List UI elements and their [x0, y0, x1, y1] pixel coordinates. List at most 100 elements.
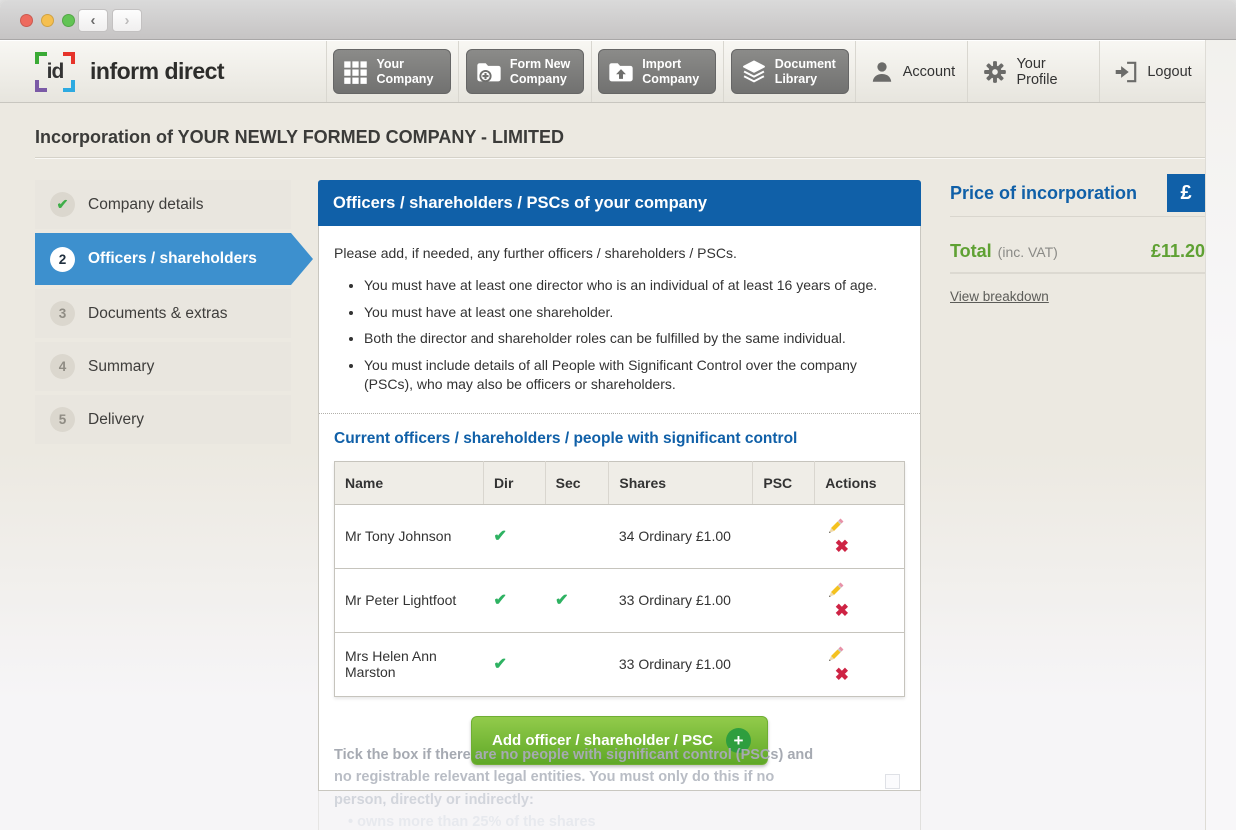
browser-nav-buttons: ‹ ›	[78, 9, 142, 32]
pencil-icon[interactable]	[825, 516, 846, 537]
requirement-item: You must include details of all People w…	[364, 356, 905, 395]
col-name: Name	[334, 461, 484, 505]
nav-button-label: Import Company	[642, 57, 700, 86]
plus-icon: +	[725, 727, 751, 753]
delete-x-icon[interactable]: ✖	[834, 600, 849, 620]
step-label: Summary	[88, 357, 155, 375]
dir-check: ✔	[483, 504, 546, 569]
your-profile-button[interactable]: Your Profile	[968, 41, 1100, 102]
nav-cell-your-company: Your Company	[327, 41, 460, 102]
step-delivery[interactable]: 5 Delivery	[35, 395, 291, 444]
delete-x-icon[interactable]: ✖	[834, 536, 849, 556]
account-button[interactable]: Account	[856, 41, 969, 102]
total-label: Total	[950, 241, 992, 261]
col-sec: Sec	[545, 461, 610, 505]
step-company-details[interactable]: ✔ Company details	[35, 180, 291, 229]
total-vat-note: (inc. VAT)	[997, 244, 1058, 260]
current-officers-heading: Current officers / shareholders / people…	[334, 429, 798, 447]
title-divider	[35, 157, 1205, 158]
logo-corner-green	[35, 51, 47, 64]
pencil-icon[interactable]	[825, 580, 846, 601]
logout-icon	[1113, 59, 1139, 85]
psc-check	[752, 632, 815, 697]
back-button[interactable]: ‹	[78, 9, 108, 32]
step-summary[interactable]: 4 Summary	[35, 342, 291, 391]
psc-check	[752, 568, 815, 633]
nav-cell-import-company: Import Company	[592, 41, 724, 102]
step-number: 5	[50, 407, 75, 432]
row-actions: ✖	[814, 504, 905, 569]
nav-cell-form-new-company: Form New Company	[459, 41, 592, 102]
total-value: £11.20	[1150, 241, 1205, 261]
close-window-button[interactable]	[20, 14, 33, 27]
your-company-button[interactable]: Your Company	[333, 49, 452, 94]
account-label: Account	[902, 63, 956, 80]
minimize-window-button[interactable]	[41, 14, 54, 27]
step-number: 3	[50, 301, 75, 326]
window-controls	[20, 14, 75, 27]
brand-logo[interactable]: id inform direct	[0, 41, 327, 102]
row-actions: ✖	[814, 632, 905, 697]
row-actions: ✖	[814, 568, 905, 633]
step-label: Officers / shareholders	[88, 250, 257, 267]
col-shares: Shares	[608, 461, 754, 505]
officers-table: Name Dir Sec Shares PSC Actions Mr Tony …	[334, 460, 905, 697]
step-documents-extras[interactable]: 3 Documents & extras	[35, 289, 291, 338]
dir-check: ✔	[483, 632, 546, 697]
panel-title: Officers / shareholders / PSCs of your c…	[318, 180, 921, 226]
psc-declaration-line: no registrable relevant legal entities. …	[334, 769, 775, 786]
requirement-item: Both the director and shareholder roles …	[364, 329, 905, 349]
step-officers-shareholders[interactable]: 2 Officers / shareholders	[35, 233, 313, 285]
psc-declaration-bullet: • owns more than 25% of the shares	[348, 814, 596, 830]
shares-value: 33 Ordinary £1.00	[608, 568, 753, 633]
nav-button-label: Document Library	[774, 57, 836, 86]
dotted-divider	[319, 412, 920, 414]
price-divider	[950, 216, 1205, 217]
psc-check	[752, 504, 815, 569]
shares-value: 34 Ordinary £1.00	[608, 504, 753, 569]
logout-label: Logout	[1147, 63, 1192, 80]
your-profile-label: Your Profile	[1016, 55, 1058, 88]
no-psc-checkbox[interactable]	[885, 774, 900, 789]
dir-check: ✔	[483, 568, 546, 633]
view-breakdown-link[interactable]: View breakdown	[950, 289, 1049, 304]
brand-name: inform direct	[90, 58, 225, 84]
document-library-button[interactable]: Document Library	[730, 49, 849, 94]
officer-name: Mr Peter Lightfoot	[334, 568, 484, 633]
logo-corner-blue	[63, 79, 75, 92]
sec-check	[545, 504, 609, 569]
check-icon: ✔	[50, 192, 75, 217]
step-number: 2	[50, 246, 75, 272]
logout-button[interactable]: Logout	[1100, 41, 1205, 102]
layers-icon	[740, 58, 768, 86]
add-button-row: Add officer / shareholder / PSC +	[334, 715, 905, 765]
total-row: Total (inc. VAT) £11.20	[950, 241, 1205, 262]
psc-declaration-line: person, directly or indirectly:	[334, 791, 534, 808]
price-divider	[950, 272, 1205, 274]
import-company-button[interactable]: Import Company	[598, 49, 717, 94]
logo-corner-red	[63, 51, 75, 64]
delete-x-icon[interactable]: ✖	[834, 664, 849, 684]
requirement-item: You must have at least one director who …	[364, 276, 905, 296]
form-new-company-button[interactable]: Form New Company	[465, 49, 584, 94]
col-psc: PSC	[752, 461, 816, 505]
requirement-item: You must have at least one shareholder.	[364, 303, 905, 323]
pencil-icon[interactable]	[825, 644, 846, 665]
col-actions: Actions	[814, 461, 905, 505]
sec-check: ✔	[545, 568, 609, 633]
price-box: Price of incorporation £ Total (inc. VAT…	[950, 174, 1205, 306]
zoom-window-button[interactable]	[62, 14, 75, 27]
site-header: id inform direct Your Company	[0, 40, 1205, 103]
step-label: Delivery	[88, 410, 144, 428]
table-row: Mr Tony Johnson ✔ 34 Ordinary £1.00	[334, 504, 905, 569]
sec-check	[545, 632, 609, 697]
wizard-steps: ✔ Company details 2 Officers / sharehold…	[35, 180, 313, 448]
price-title: Price of incorporation	[950, 182, 1138, 203]
table-header-row: Name Dir Sec Shares PSC Actions	[334, 461, 905, 505]
psc-declaration-line: Tick the box if there are no people with…	[334, 747, 814, 763]
add-officer-button[interactable]: Add officer / shareholder / PSC +	[471, 715, 768, 765]
forward-button[interactable]: ›	[112, 9, 142, 32]
nav-cell-document-library: Document Library	[724, 41, 857, 102]
grid-icon	[342, 58, 369, 85]
